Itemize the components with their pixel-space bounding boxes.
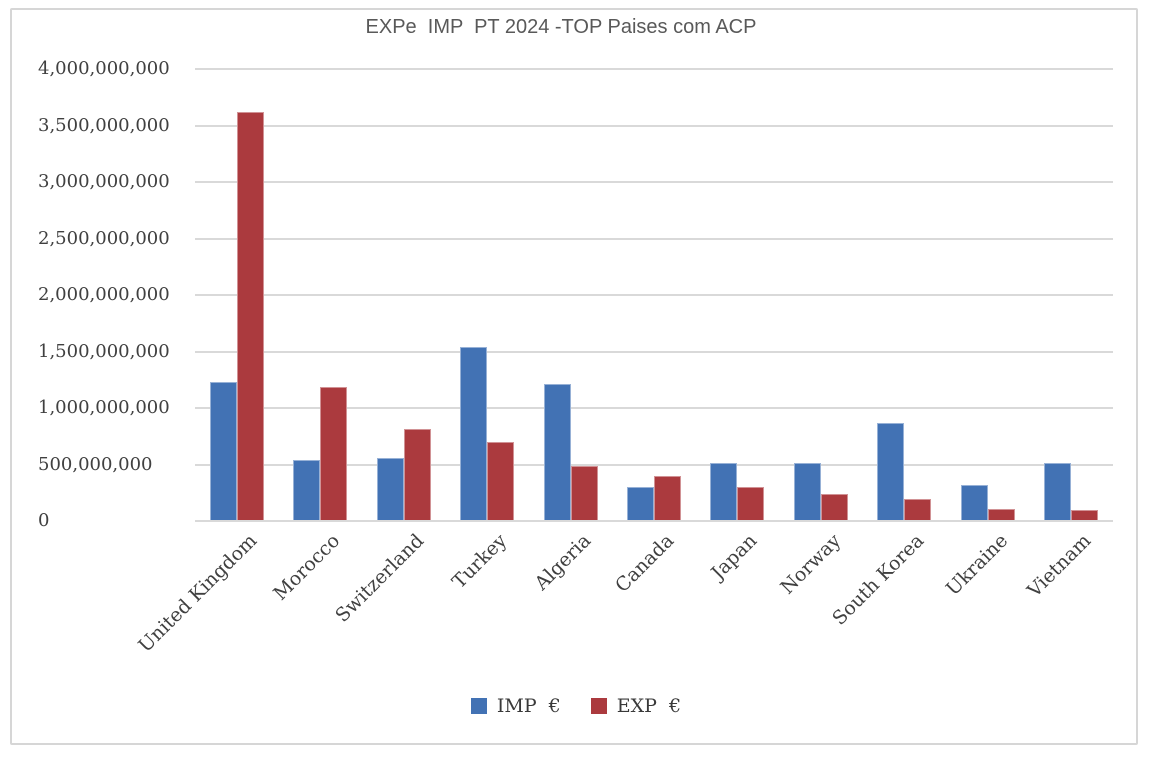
y-tick-label: 2,500,000,000 xyxy=(38,228,170,249)
bar-imp[interactable] xyxy=(1044,463,1071,520)
bar-exp[interactable] xyxy=(737,487,764,520)
bar-exp[interactable] xyxy=(904,499,931,520)
bar-imp[interactable] xyxy=(710,463,737,520)
bar-imp[interactable] xyxy=(961,485,988,520)
bar-exp[interactable] xyxy=(237,112,264,520)
bar-imp[interactable] xyxy=(877,423,904,520)
y-tick-label: 1,500,000,000 xyxy=(38,341,170,362)
y-tick-label: 4,000,000,000 xyxy=(38,58,170,79)
bar-exp[interactable] xyxy=(654,476,681,520)
y-tick-label: 1,000,000,000 xyxy=(38,397,170,418)
bar-exp[interactable] xyxy=(1071,510,1098,520)
gridline xyxy=(195,238,1113,240)
legend: IMP € EXP € xyxy=(0,695,1152,717)
y-tick-label: 3,500,000,000 xyxy=(38,115,170,136)
gridline xyxy=(195,464,1113,466)
gridline xyxy=(195,125,1113,127)
gridline xyxy=(195,68,1113,70)
bar-exp[interactable] xyxy=(988,509,1015,520)
legend-swatch-exp xyxy=(590,698,607,714)
chart-title: EXPe IMP PT 2024 -TOP Paises com ACP xyxy=(365,16,757,38)
y-tick-label: 500,000,000 xyxy=(38,454,153,475)
bar-exp[interactable] xyxy=(404,429,431,520)
bar-imp[interactable] xyxy=(794,463,821,520)
bar-exp[interactable] xyxy=(320,387,347,520)
legend-entry-exp[interactable]: EXP € xyxy=(590,695,682,717)
plot-area xyxy=(195,68,1113,522)
gridline xyxy=(195,294,1113,296)
y-tick-label: 3,000,000,000 xyxy=(38,171,170,192)
bar-exp[interactable] xyxy=(821,494,848,520)
y-tick-label: 0 xyxy=(38,510,50,531)
bars-layer xyxy=(195,69,1113,521)
bar-imp[interactable] xyxy=(627,487,654,520)
legend-label: EXP € xyxy=(616,695,682,717)
gridline xyxy=(195,181,1113,183)
bar-imp[interactable] xyxy=(293,460,320,520)
chart-border xyxy=(10,8,1138,745)
bar-imp[interactable] xyxy=(544,384,571,520)
gridline xyxy=(195,351,1113,353)
gridline xyxy=(195,407,1113,409)
bar-exp[interactable] xyxy=(487,442,514,520)
legend-entry-imp[interactable]: IMP € xyxy=(470,695,561,717)
bar-exp[interactable] xyxy=(571,466,598,520)
legend-swatch-imp xyxy=(470,698,487,714)
bar-imp[interactable] xyxy=(377,458,404,520)
bar-imp[interactable] xyxy=(460,347,487,520)
gridline xyxy=(195,520,1113,522)
y-tick-label: 2,000,000,000 xyxy=(38,284,170,305)
bar-imp[interactable] xyxy=(210,382,237,520)
legend-label: IMP € xyxy=(496,695,561,717)
